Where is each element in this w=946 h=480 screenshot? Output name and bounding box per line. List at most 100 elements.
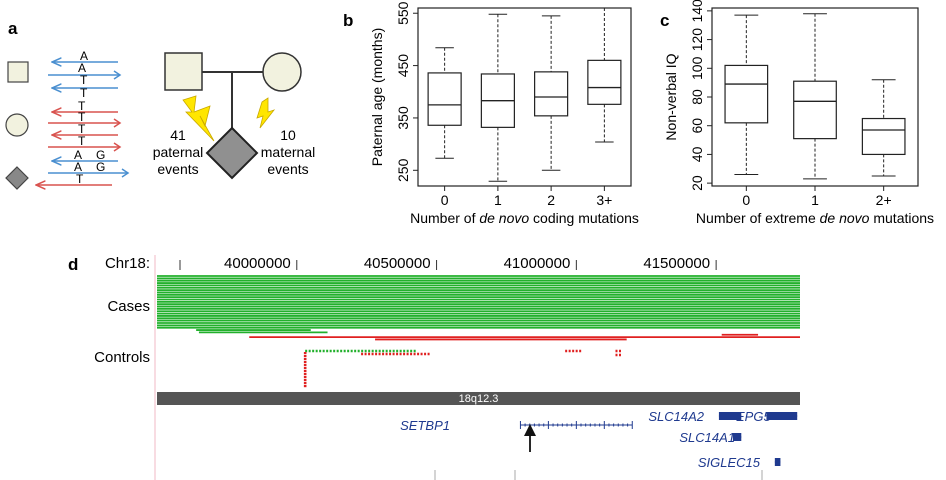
y-tick-label: 80 — [689, 89, 705, 105]
box-iqr — [861, 117, 906, 156]
panel-a: a A A T T T T T T — [5, 19, 315, 190]
x-axis-label: Number of extreme de novo mutations — [696, 210, 934, 226]
panel-b-letter: b — [343, 11, 353, 30]
coordinate-tick-label: 40500000 — [364, 255, 431, 272]
up-arrow-icon — [524, 424, 536, 436]
diamond-shape-icon — [5, 166, 29, 190]
strand-row-3: A G A G T — [36, 148, 130, 186]
y-axis-label: Non-verbal IQ — [663, 53, 679, 140]
base-letter: T — [80, 86, 88, 100]
x-label-italic: de novo — [820, 210, 870, 226]
x-label-italic: de novo — [479, 210, 529, 226]
base-letter: T — [78, 134, 86, 148]
panel-c-letter: c — [660, 11, 669, 30]
father-square-icon — [164, 52, 203, 91]
cytoband-label: 18q12.3 — [459, 393, 499, 405]
mother-circle-icon — [262, 52, 302, 92]
paternal-lightning-icon — [182, 95, 215, 142]
cytoband-bar — [157, 392, 800, 405]
chrom-label: Chr18: — [105, 255, 150, 272]
base-letter: T — [78, 110, 86, 124]
control-cnv-dot — [303, 355, 307, 358]
gene-label: SETBP1 — [400, 418, 450, 433]
gene-label: SLC14A1 — [679, 430, 735, 445]
control-cnv-dot — [303, 352, 307, 355]
control-cnv-dot — [303, 385, 307, 388]
x-label-part: coding mutations — [529, 210, 639, 226]
control-cnv-dot — [303, 379, 307, 382]
base-letter: T — [78, 99, 86, 113]
circle-shape-icon — [5, 113, 29, 137]
x-axis-label: Number of de novo coding mutations — [410, 210, 639, 226]
y-tick-label: 550 — [395, 1, 411, 25]
x-tick-label: 0 — [441, 192, 449, 208]
x-tick-label: 1 — [811, 192, 819, 208]
coordinate-tick-label: 40000000 — [224, 255, 291, 272]
maternal-lightning-icon — [256, 97, 276, 129]
y-tick-label: 350 — [395, 106, 411, 130]
y-tick-label: 120 — [689, 28, 705, 52]
control-cnv-dot — [303, 367, 307, 370]
y-tick-label: 450 — [395, 54, 411, 78]
square-shape-icon — [7, 61, 29, 83]
y-axis-label: Paternal age (months) — [369, 28, 385, 167]
x-label-part: Number of — [410, 210, 479, 226]
x-tick-label: 0 — [742, 192, 750, 208]
box-iqr — [534, 71, 569, 117]
panel-c: c 20 40 60 80 100 120 140 Non-verbal IQ 0 1 2+ Numb… — [660, 0, 934, 226]
gene-block — [774, 458, 781, 466]
control-cnv-dot — [303, 358, 307, 361]
y-tick-label: 20 — [689, 175, 705, 191]
plot-frame — [417, 7, 632, 187]
y-tick-label: 40 — [689, 146, 705, 162]
paternal-count: 41 — [170, 127, 186, 143]
x-tick-label: 1 — [494, 192, 502, 208]
control-cnv-dot — [303, 373, 307, 376]
paternal-label-2: events — [157, 161, 198, 177]
base-letter: A — [74, 148, 82, 162]
control-cnv-dot — [303, 382, 307, 385]
base-letter: G — [96, 148, 105, 162]
maternal-label: maternal — [261, 144, 315, 160]
x-label-part: mutations — [869, 210, 934, 226]
base-letter: T — [76, 172, 84, 186]
base-letter: T — [78, 122, 86, 136]
maternal-count: 10 — [280, 127, 296, 143]
gene-label: SIGLEC15 — [698, 455, 761, 470]
base-letter: A — [74, 160, 82, 174]
y-tick-label: 100 — [689, 56, 705, 80]
box-iqr — [587, 59, 622, 105]
strand-row-2: T T T T — [48, 99, 122, 152]
control-cnv-dot — [303, 364, 307, 367]
control-cnv-dot — [303, 361, 307, 364]
gene-label: SLC14A2 — [648, 409, 704, 424]
paternal-label: paternal — [153, 144, 204, 160]
x-label-part: Number of extreme — [696, 210, 820, 226]
coordinate-tick-label: 41000000 — [504, 255, 571, 272]
box-iqr — [427, 72, 462, 126]
gene-block — [732, 433, 742, 441]
coordinate-tick-label: 41500000 — [643, 255, 710, 272]
panel-d: d Chr18: 40000000 40500000 41000000 41500000… — [68, 255, 800, 480]
control-cnv-dot — [303, 376, 307, 379]
y-tick-label: 140 — [689, 0, 705, 23]
panel-d-letter: d — [68, 255, 78, 274]
gene-block — [718, 412, 742, 420]
panel-a-letter: a — [8, 19, 18, 38]
gene-block — [766, 412, 798, 420]
x-tick-label: 2 — [547, 192, 555, 208]
maternal-label-2: events — [267, 161, 308, 177]
cases-label: Cases — [107, 298, 150, 315]
panel-b: b 250 350 450 550 Paternal age (months) 0 1 2 3+… — [343, 1, 639, 226]
controls-label: Controls — [94, 349, 150, 366]
child-diamond-icon — [205, 126, 259, 180]
control-cnv-dot — [303, 370, 307, 373]
base-letter: T — [80, 73, 88, 87]
y-tick-label: 60 — [689, 118, 705, 134]
base-letter: A — [78, 61, 86, 75]
y-tick-label: 250 — [395, 158, 411, 182]
box-iqr — [724, 64, 769, 124]
x-tick-label: 2+ — [876, 192, 892, 208]
